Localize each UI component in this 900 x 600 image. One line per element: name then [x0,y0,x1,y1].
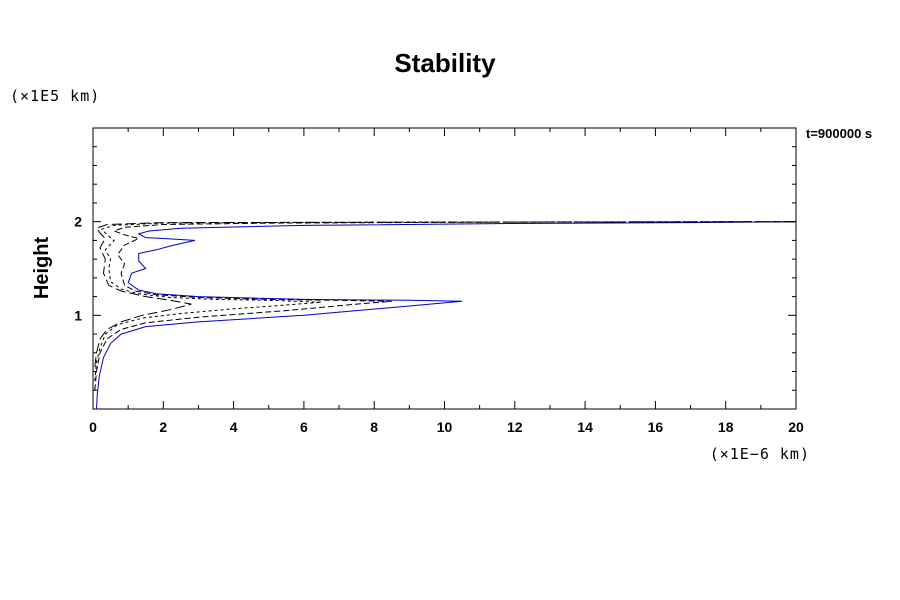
series-line-4 [94,221,797,367]
x-tick-label: 16 [648,419,664,435]
time-annotation: t=900000 s [806,126,872,141]
series-line-3 [94,221,797,381]
series-line-1 [96,221,797,410]
x-tick-label: 4 [230,419,238,435]
plot-frame [92,127,797,410]
x-tick-label: 8 [370,419,378,435]
x-tick-label: 10 [437,419,453,435]
y-tick-label: 1 [74,307,82,323]
chart-title: Stability [394,48,496,78]
x-tick-label: 18 [718,419,734,435]
x-tick-label: 6 [300,419,308,435]
y-scale-label: (×1E5 km) [10,87,100,105]
series-group [94,221,797,410]
x-tick-label: 14 [577,419,593,435]
x-scale-label: (×1E−6 km) [710,445,810,463]
x-tick-label: 0 [89,419,97,435]
series-line-2 [94,221,797,391]
y-axis-label: Height [31,237,53,300]
x-tick-label: 12 [507,419,523,435]
x-tick-label: 20 [788,419,804,435]
y-tick-label: 2 [74,214,82,230]
axis-ticks [92,127,797,410]
x-tick-label: 2 [159,419,167,435]
